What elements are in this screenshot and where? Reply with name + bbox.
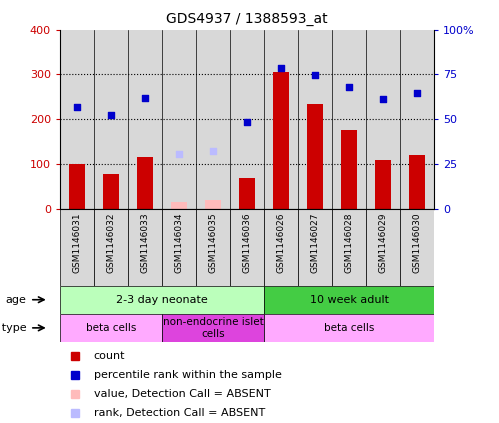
Text: GSM1146032: GSM1146032 [106,213,115,273]
Bar [196,209,230,286]
Text: GSM1146030: GSM1146030 [413,213,422,273]
Bar [240,179,254,209]
Title: GDS4937 / 1388593_at: GDS4937 / 1388593_at [166,12,328,26]
Text: cell type: cell type [0,323,26,333]
Bar [162,209,196,286]
Bar [307,104,323,209]
Bar [171,202,187,209]
Text: 2-3 day neonate: 2-3 day neonate [116,295,208,305]
Bar [366,30,400,209]
Text: non-endocrine islet
cells: non-endocrine islet cells [163,317,263,339]
Point [311,72,319,79]
Bar [128,30,162,209]
Point [345,84,353,91]
Bar [400,30,434,209]
Text: GSM1146034: GSM1146034 [175,213,184,273]
Text: beta cells: beta cells [86,323,136,333]
Bar [94,209,128,286]
Text: GSM1146035: GSM1146035 [209,213,218,273]
Bar [196,30,230,209]
Bar [230,30,264,209]
Text: count: count [93,351,125,361]
Bar [375,160,391,209]
Text: GSM1146028: GSM1146028 [345,213,354,273]
Point [379,96,387,102]
Bar [137,157,153,209]
Bar [264,30,298,209]
Text: percentile rank within the sample: percentile rank within the sample [93,370,281,380]
Text: GSM1146026: GSM1146026 [276,213,285,273]
Point [141,94,149,101]
Bar [298,30,332,209]
Point [209,147,217,154]
Text: GSM1146027: GSM1146027 [310,213,319,273]
Bar [162,30,196,209]
Bar [230,209,264,286]
Bar [410,155,425,209]
Bar [128,209,162,286]
Text: age: age [5,295,26,305]
Bar [264,209,298,286]
Bar [298,209,332,286]
Bar [60,314,162,342]
Point [73,103,81,110]
Bar [60,209,94,286]
Bar [366,209,400,286]
Bar [162,314,264,342]
Bar [332,30,366,209]
Bar [103,174,119,209]
Bar [341,130,357,209]
Text: GSM1146036: GSM1146036 [243,213,251,273]
Point [413,90,421,96]
Text: value, Detection Call = ABSENT: value, Detection Call = ABSENT [93,389,270,399]
Bar [60,30,94,209]
Text: GSM1146029: GSM1146029 [379,213,388,273]
Bar [264,314,434,342]
Text: 10 week adult: 10 week adult [309,295,389,305]
Point [243,118,251,125]
Bar [264,286,434,314]
Point [175,151,183,157]
Point [277,64,285,71]
Bar [69,164,84,209]
Text: beta cells: beta cells [324,323,374,333]
Text: GSM1146031: GSM1146031 [72,213,81,273]
Bar [205,200,221,209]
Bar [94,30,128,209]
Bar [60,286,264,314]
Bar [332,209,366,286]
Bar [400,209,434,286]
Text: GSM1146033: GSM1146033 [140,213,149,273]
Bar [273,72,289,209]
Point [107,111,115,118]
Text: rank, Detection Call = ABSENT: rank, Detection Call = ABSENT [93,408,265,418]
